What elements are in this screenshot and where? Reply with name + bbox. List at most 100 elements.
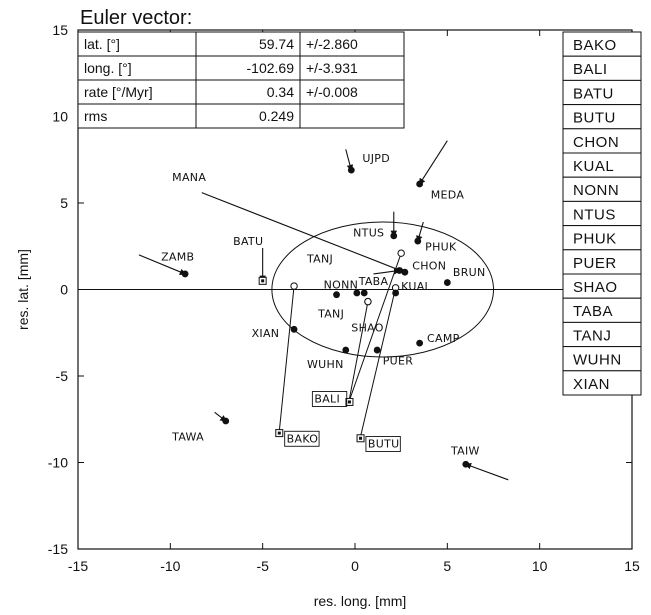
- euler-cell-border: [195, 31, 301, 57]
- legend-entry-bako: BAKO: [573, 37, 617, 54]
- y-tick-label: 0: [60, 282, 68, 298]
- station-point-brun: [443, 279, 451, 286]
- station-label-box-butu: [365, 436, 401, 452]
- euler-cell-border: [195, 55, 301, 81]
- station-label-batu: BATU: [233, 235, 263, 248]
- legend-cell-border: [562, 31, 642, 57]
- euler-cell-border: [299, 103, 405, 129]
- station-point-xian: [290, 325, 298, 333]
- euler-cell-border: [299, 79, 405, 105]
- legend-entry-nonn: NONN: [573, 182, 619, 199]
- legend-entry-batu: BATU: [573, 85, 614, 102]
- station-point-taba: [360, 289, 368, 297]
- station-vector-taiw: [464, 462, 509, 481]
- euler-cell-border: [299, 55, 405, 81]
- station-label-zamb: ZAMB: [161, 251, 194, 264]
- station-vector-ujpd: [345, 149, 354, 172]
- station-label-mana: MANA: [172, 171, 206, 184]
- station-square-center-butu: [359, 436, 363, 440]
- station-vector-meda: [418, 140, 448, 186]
- station-label-meda: MEDA: [431, 188, 465, 201]
- legend-entry-puer: PUER: [573, 255, 617, 272]
- station-square-center-bako: [277, 431, 281, 435]
- legend-entry-tanj: TANJ: [573, 327, 611, 344]
- station-point-zamb: [181, 270, 189, 278]
- error-ellipse: [271, 221, 495, 358]
- long-vector-line: [348, 301, 369, 399]
- station-label-tawa: TAWA: [171, 431, 204, 444]
- station-label-tanj: TANJ: [306, 252, 333, 265]
- y-axis-label: res. lat. [mm]: [15, 249, 31, 330]
- station-label-puer: PUER: [383, 354, 414, 367]
- station-label-shao: SHAO: [351, 322, 383, 335]
- open-circle-marker: [290, 282, 298, 290]
- x-tick-label: 10: [532, 558, 548, 574]
- legend-entry-butu: BUTU: [573, 110, 616, 127]
- station-label-phuk: PHUK: [425, 240, 457, 253]
- legend-cell-border: [562, 152, 642, 178]
- x-tick-label: -15: [68, 558, 88, 574]
- station-vector-mana: [201, 192, 407, 274]
- x-tick-label: 5: [443, 558, 451, 574]
- euler-error-cell: +/-3.931: [306, 60, 358, 76]
- euler-label-cell: rms: [84, 108, 107, 124]
- euler-value-cell: 59.74: [259, 36, 294, 52]
- station-label-taiw: TAIW: [450, 444, 480, 457]
- station-vector-zamb: [138, 254, 187, 275]
- euler-cell-border: [77, 55, 197, 81]
- x-tick-label: -5: [256, 558, 269, 574]
- legend-cell-border: [562, 55, 642, 81]
- euler-cell-border: [299, 31, 405, 57]
- x-axis-label: res. long. [mm]: [314, 593, 407, 609]
- station-label-butu: BUTU: [368, 437, 400, 450]
- x-tick-label: 15: [624, 558, 640, 574]
- station-point-ujpd: [347, 166, 355, 174]
- station-label-bali: BALI: [314, 392, 340, 405]
- euler-value-cell: 0.249: [259, 108, 294, 124]
- y-tick-label: 10: [52, 109, 68, 125]
- euler-label-cell: long. [°]: [84, 60, 132, 76]
- station-label-taba: TABA: [358, 275, 389, 288]
- legend-cell-border: [562, 297, 642, 323]
- y-tick-label: -15: [48, 541, 68, 557]
- station-circle-shao: [364, 297, 372, 306]
- station-point-camp: [416, 339, 424, 347]
- x-tick-label: 0: [351, 558, 359, 574]
- station-point-kual: [392, 289, 400, 297]
- station-label-camp: CAMP: [427, 332, 460, 345]
- station-label-ujpd: UJPD: [362, 152, 390, 165]
- euler-cell-border: [77, 79, 197, 105]
- station-label-brun: BRUN: [453, 266, 486, 279]
- legend-entry-xian: XIAN: [573, 376, 610, 393]
- station-label-bako: BAKO: [287, 432, 319, 445]
- euler-vector-title: Euler vector:: [80, 7, 192, 29]
- legend-entry-taba: TABA: [573, 303, 613, 320]
- open-circle-marker: [397, 249, 405, 257]
- station-point-tawa: [222, 417, 230, 425]
- euler-cell-border: [195, 79, 301, 105]
- y-tick-label: -5: [56, 368, 69, 384]
- station-point-tanj: [353, 289, 361, 297]
- legend-cell-border: [562, 273, 642, 299]
- station-point-wuhn: [342, 346, 350, 354]
- euler-error-cell: +/-2.860: [306, 36, 358, 52]
- euler-label-cell: lat. [°]: [84, 36, 120, 52]
- station-vector-chon: [373, 267, 401, 275]
- y-tick-label: -10: [48, 455, 68, 471]
- station-point-ntus: [390, 232, 398, 240]
- euler-value-cell: -102.69: [247, 60, 295, 76]
- long-vector-line: [278, 285, 295, 432]
- station-label-ntus: NTUS: [353, 226, 384, 239]
- station-point-mana: [401, 268, 409, 276]
- legend-entry-wuhn: WUHN: [573, 352, 622, 369]
- station-label-chon: CHON: [412, 259, 446, 272]
- legend-entry-chon: CHON: [573, 134, 619, 151]
- legend-entry-ntus: NTUS: [573, 206, 616, 223]
- station-label-wuhn: WUHN: [307, 358, 344, 371]
- station-label-box-bali: [311, 391, 348, 407]
- station-point-meda: [416, 180, 424, 188]
- station-label-tanj: TANJ: [317, 308, 344, 321]
- station-label-nonn: NONN: [324, 278, 359, 291]
- station-point-chon: [395, 267, 403, 274]
